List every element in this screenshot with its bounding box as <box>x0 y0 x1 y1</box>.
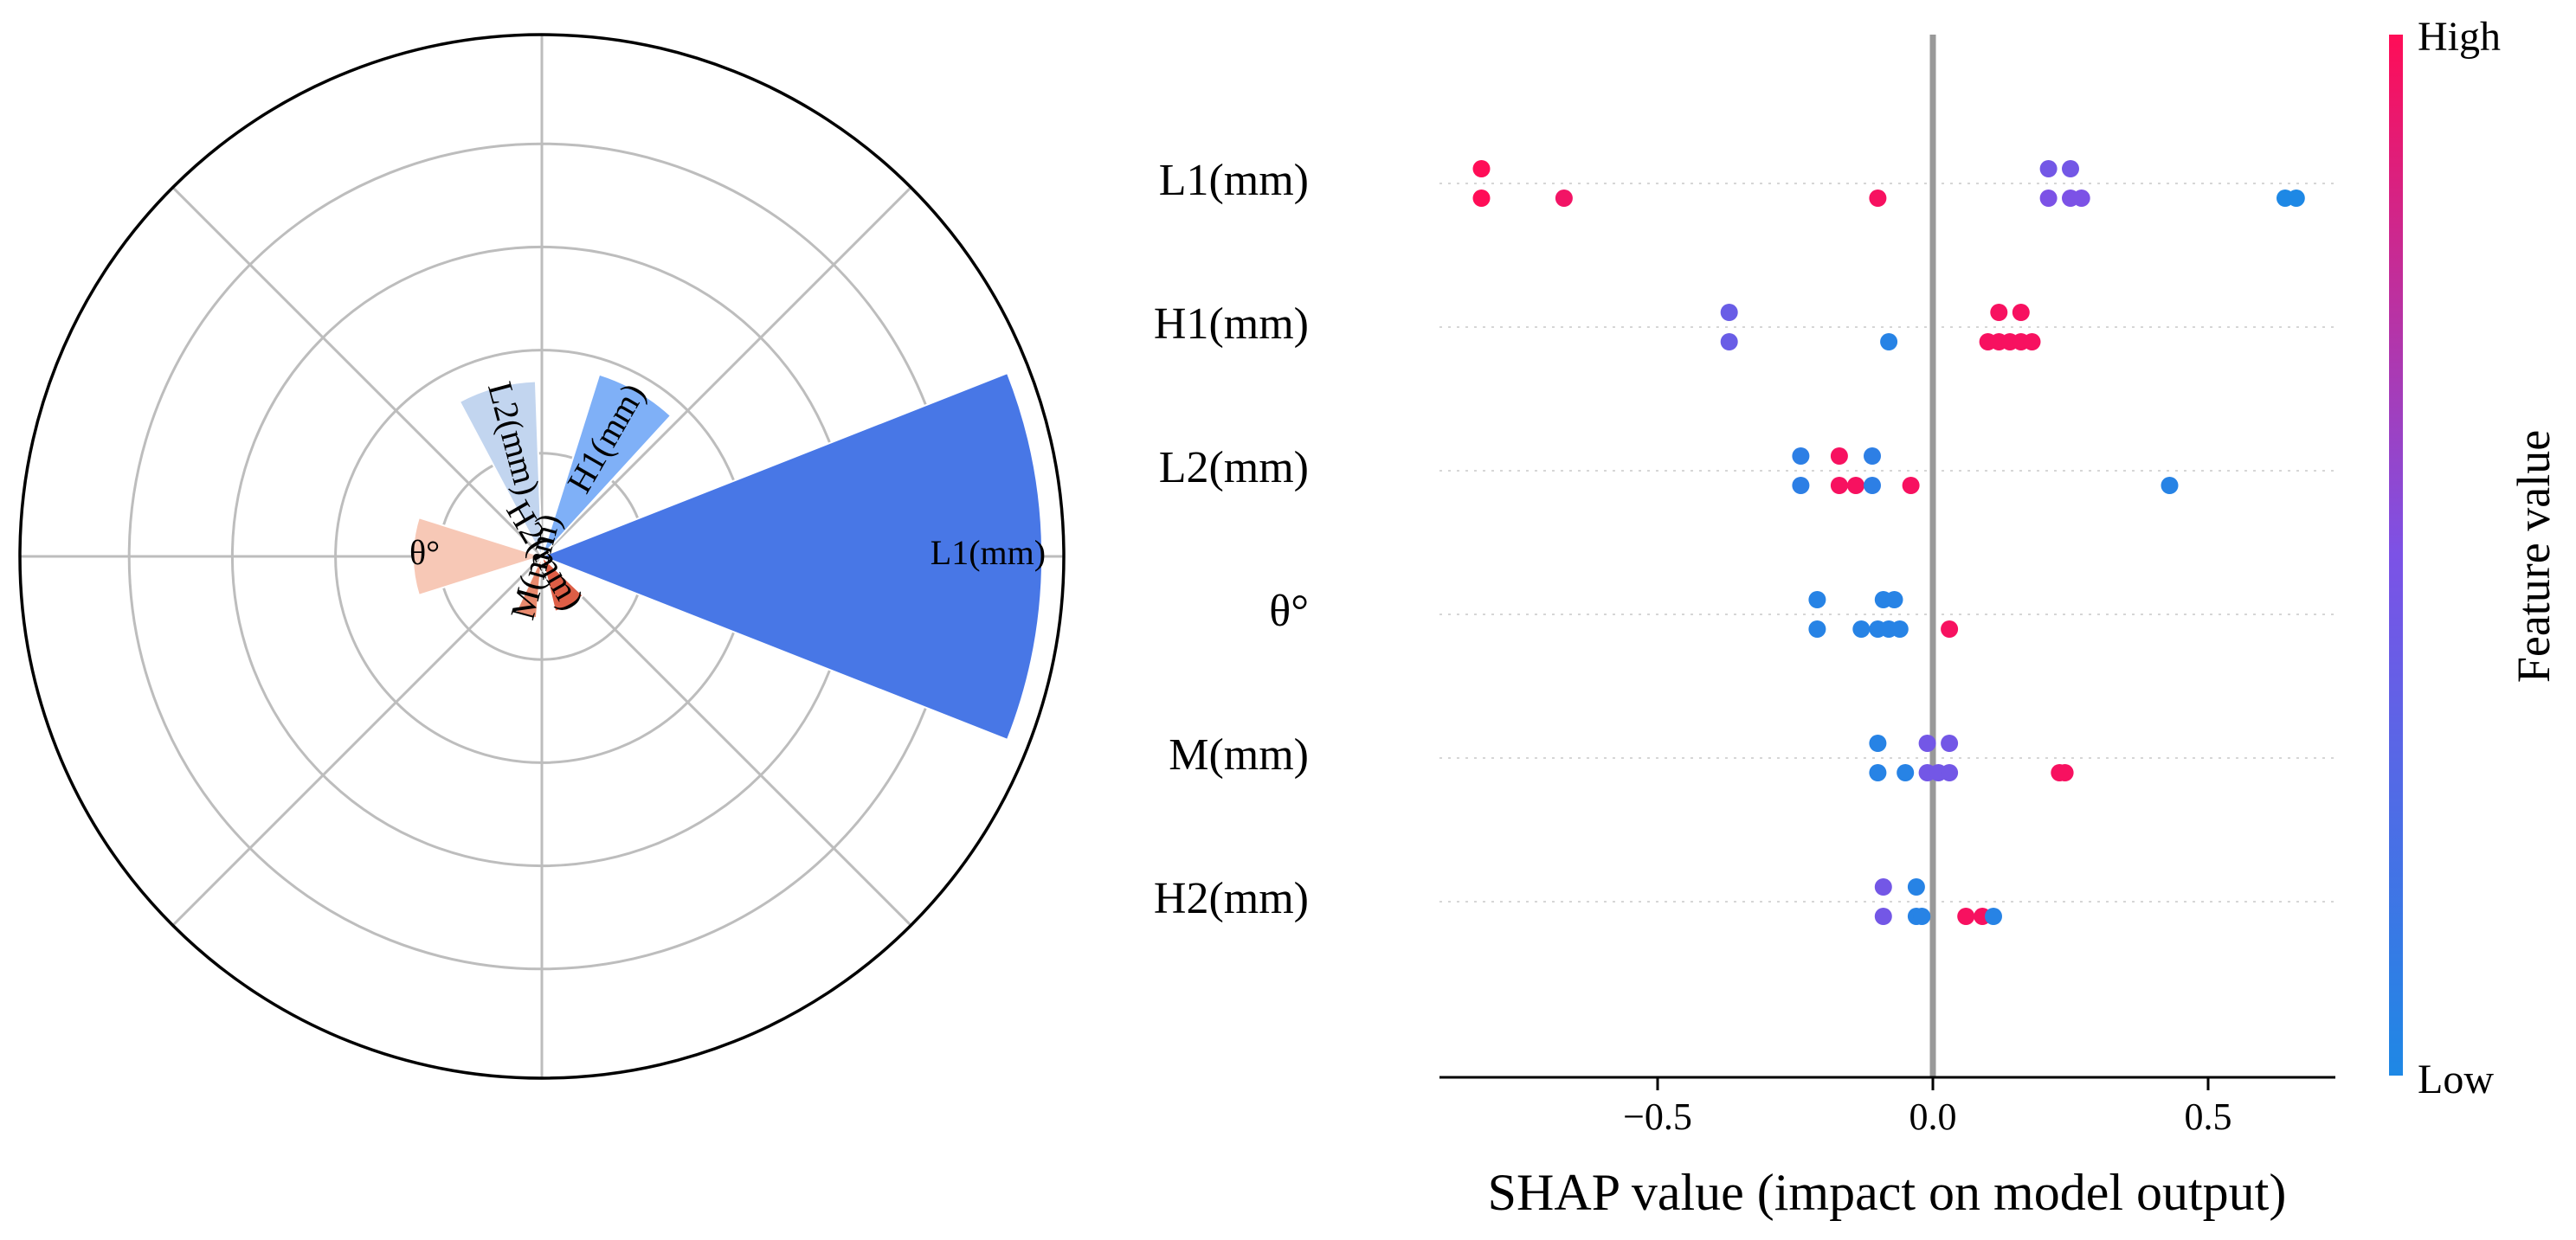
shap-point <box>2039 190 2058 207</box>
angular-gridline <box>171 186 544 558</box>
shap-point <box>1880 333 1898 350</box>
shap-point <box>1918 735 1936 752</box>
shap-point <box>1808 591 1826 608</box>
feature-label: L2(mm) <box>1159 443 1309 492</box>
colorbar-title: Feature value <box>2508 430 2560 683</box>
shap-point <box>2161 477 2179 494</box>
shap-point <box>1869 735 1887 752</box>
x-tick-label: −0.5 <box>1623 1095 1692 1138</box>
shap-point <box>1913 908 1931 925</box>
polar-bar-chart: L1(mm)H2(mm)M(mm)θ°L2(mm) H1(mm) <box>18 33 1066 1080</box>
colorbar-high-label: High <box>2418 14 2501 60</box>
shap-point <box>1864 447 1881 465</box>
shap-point <box>1874 908 1892 925</box>
shap-point <box>2056 764 2074 781</box>
polar-bar <box>412 516 545 597</box>
shap-point <box>1869 764 1887 781</box>
shap-point <box>2072 190 2090 207</box>
shap-point <box>1830 447 1848 465</box>
polar-bar <box>539 371 1044 742</box>
feature-label: L1(mm) <box>1159 156 1309 205</box>
feature-label: θ° <box>1269 587 1309 636</box>
shap-point <box>1472 190 1491 207</box>
shap-point <box>1792 447 1810 465</box>
shap-point <box>1890 620 1909 638</box>
shap-point <box>2039 160 2058 177</box>
shap-point <box>1990 304 2008 321</box>
shap-point <box>1864 477 1881 494</box>
shap-point <box>1830 477 1848 494</box>
polar-frame <box>18 33 1066 1080</box>
polar-bar <box>458 380 543 557</box>
x-axis-label: SHAP value (impact on model output) <box>1488 1164 2287 1221</box>
shap-point <box>2012 304 2030 321</box>
x-tick-label: 0.5 <box>2185 1095 2232 1138</box>
colorbar-low-label: Low <box>2418 1057 2494 1102</box>
shap-point <box>1874 878 1892 896</box>
row-guides <box>1439 183 2335 903</box>
shap-point <box>1869 190 1887 207</box>
feature-label: M(mm) <box>1169 730 1309 780</box>
shap-summary-chart: L1(mm) H1(mm) L2(mm) θ° M(mm) H2(mm) −0.5 0.0 0… <box>1154 14 2560 1221</box>
angular-gridline <box>540 186 912 558</box>
shap-point <box>1808 620 1826 638</box>
shap-point <box>1720 304 1738 321</box>
polar-bar-label: L1(mm) <box>931 533 1046 572</box>
shap-point <box>1902 477 1920 494</box>
shap-point <box>2287 190 2305 207</box>
colorbar <box>2389 35 2403 1076</box>
polar-bar <box>541 373 673 557</box>
angular-gridline <box>171 555 544 927</box>
feature-label: H2(mm) <box>1154 874 1309 923</box>
shap-point <box>1555 190 1573 207</box>
shap-point <box>2023 333 2041 350</box>
shap-point <box>1885 591 1903 608</box>
shap-point <box>1720 333 1738 350</box>
shap-point <box>1897 764 1915 781</box>
shap-point <box>1941 764 1959 781</box>
x-axis-ticks: −0.5 0.0 0.5 <box>1623 1077 2232 1138</box>
shap-points <box>1472 160 2305 925</box>
shap-point <box>1792 477 1810 494</box>
shap-point <box>1907 878 1925 896</box>
angular-gridline <box>540 555 912 927</box>
shap-point <box>1472 160 1491 177</box>
shap-point <box>1941 620 1959 638</box>
shap-point <box>1941 735 1959 752</box>
polar-bar-label: θ° <box>409 533 440 572</box>
shap-point <box>1847 477 1864 494</box>
shap-point <box>1957 908 1975 925</box>
polar-bars <box>412 371 1044 742</box>
feature-labels: L1(mm) H1(mm) L2(mm) θ° M(mm) H2(mm) <box>1154 156 1309 923</box>
shap-point <box>1985 908 2002 925</box>
polar-bar <box>514 556 543 620</box>
x-tick-label: 0.0 <box>1909 1095 1957 1138</box>
feature-label: H1(mm) <box>1154 299 1309 349</box>
shap-point <box>2062 160 2079 177</box>
polar-bar <box>540 553 585 613</box>
shap-point <box>1852 620 1871 638</box>
polar-labels: L1(mm)H2(mm)M(mm)θ°L2(mm) H1(mm) <box>409 376 1046 623</box>
